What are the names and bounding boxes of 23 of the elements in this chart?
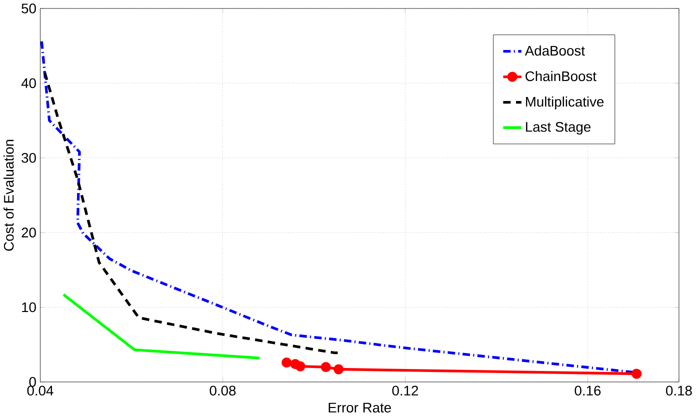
x-tick-label: 0.08 — [210, 386, 236, 396]
x-tick-label: 0.12 — [392, 386, 418, 396]
x-tick-label: 0.18 — [666, 386, 692, 396]
y-tick-label: 10 — [22, 302, 36, 312]
y-tick-label: 30 — [22, 152, 36, 163]
point — [295, 361, 306, 372]
point — [320, 362, 331, 372]
point — [631, 368, 642, 379]
y-axis-title: Cost of Evaluation — [4, 140, 14, 251]
legend-label: Last Stage — [526, 122, 591, 135]
y-tick-label: 0 — [29, 377, 36, 387]
x-tick-label: 0.04 — [27, 386, 54, 396]
legend-label: AdaBoost — [524, 45, 585, 56]
legend-label: ChainBoost — [526, 70, 596, 82]
point — [334, 364, 344, 374]
line-series — [43, 71, 340, 354]
x-tick-label: 0.16 — [574, 386, 601, 396]
y-tick-label: 40 — [21, 78, 36, 88]
legend-label: Multiplicative — [526, 96, 604, 110]
y-tick-label: 50 — [22, 4, 36, 14]
x-axis-title: Error Rate — [328, 402, 391, 412]
point — [282, 357, 292, 368]
y-tick-label: 20 — [22, 228, 36, 238]
